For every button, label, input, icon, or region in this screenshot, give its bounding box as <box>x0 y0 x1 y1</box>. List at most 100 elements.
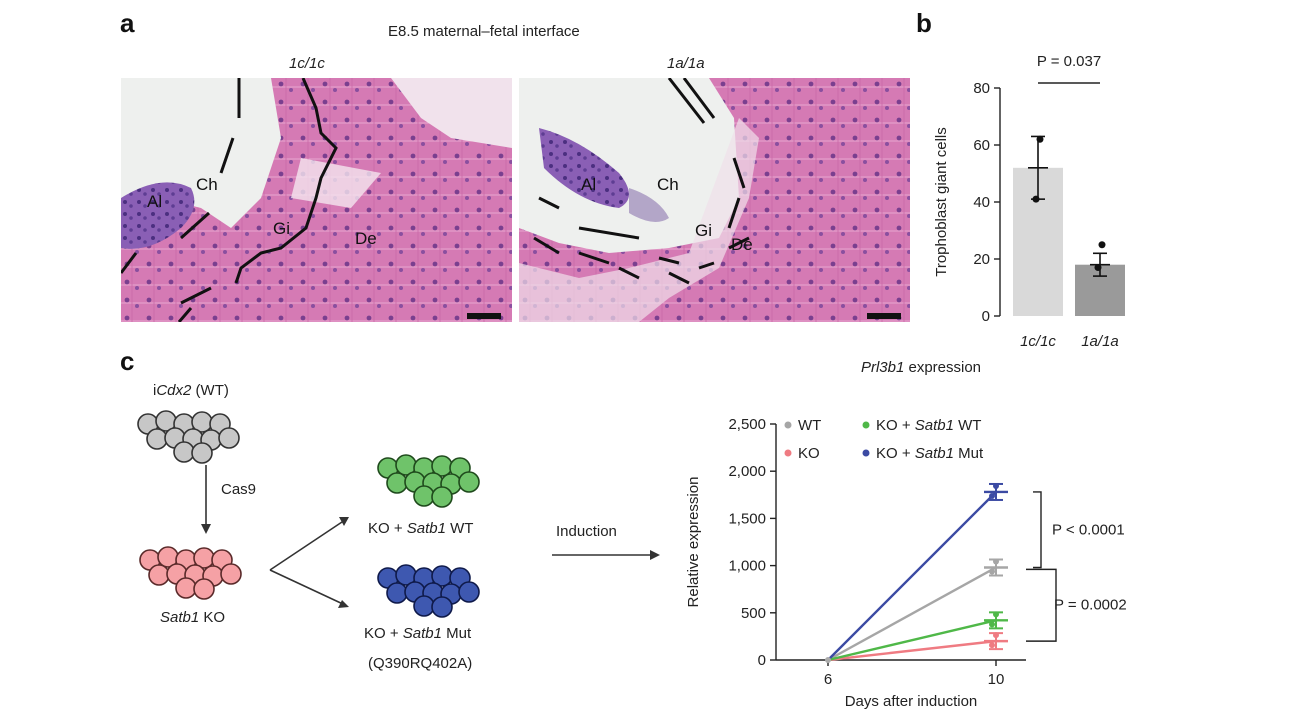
c-series-line <box>827 639 997 662</box>
c-legend-name: KO <box>798 445 820 462</box>
wt-cells-label: iCdx2 (WT) <box>153 382 229 399</box>
cell <box>458 471 480 493</box>
svg-text:Gi: Gi <box>273 219 290 238</box>
cell <box>173 441 195 463</box>
rescue-wt-gene: Satb1 <box>406 520 446 537</box>
c-pvalue-1: P < 0.0001 <box>1052 522 1125 539</box>
b-pvalue: P = 0.037 <box>1037 53 1101 70</box>
cell-schematic <box>137 410 660 618</box>
panel-b-letter: b <box>916 8 932 38</box>
panel-a-letter: a <box>120 8 135 38</box>
rescue-mut-prefix: KO + <box>364 625 403 642</box>
cell <box>220 563 242 585</box>
c-xtick-label: 6 <box>824 671 832 688</box>
cas9-label: Cas9 <box>221 481 257 498</box>
cell <box>191 442 213 464</box>
svg-text:De: De <box>355 229 377 248</box>
rescue-mut-suffix: Mut <box>441 625 472 642</box>
c-ytick-label: 1,500 <box>728 510 766 527</box>
rescue-wt-suffix: WT <box>445 520 474 537</box>
c-ytick-label: 1,000 <box>728 558 766 575</box>
b-ytick-label: 0 <box>982 308 990 325</box>
b-ytick-label: 40 <box>973 194 990 211</box>
cell <box>431 486 453 508</box>
rescue-mut-gene: Satb1 <box>402 625 442 642</box>
cluster-wt <box>137 410 240 464</box>
cell <box>146 428 168 450</box>
c-series-line <box>827 619 997 662</box>
b-ylabel: Trophoblast giant cells <box>933 127 950 277</box>
svg-text:Ch: Ch <box>196 175 218 194</box>
cell <box>413 595 435 617</box>
b-point <box>1098 241 1106 249</box>
c-xtick-label: 10 <box>988 671 1005 688</box>
svg-text:Al: Al <box>147 192 162 211</box>
c-title-gene: Prl3b1 <box>861 359 904 376</box>
b-xtick-label: 1a/1a <box>1081 333 1119 350</box>
c-legend-marker <box>862 421 870 429</box>
wt-label-suffix: (WT) <box>191 382 229 399</box>
svg-text:Gi: Gi <box>695 221 712 240</box>
chart-trophoblast-giant-cells: 0 20 40 60 80 Trophoblast giant cells 1c/1c 1a/… <box>933 53 1125 350</box>
c-bracket-2 <box>1026 568 1057 642</box>
c-ytick-label: 0 <box>758 652 766 669</box>
panel-c-letter: c <box>120 346 135 376</box>
c-legend-marker <box>862 449 870 457</box>
cluster-rescue-wt <box>377 454 480 508</box>
c-point <box>993 611 999 618</box>
cell <box>148 564 170 586</box>
c-ytick-label: 2,000 <box>728 463 766 480</box>
b-point <box>1094 264 1102 272</box>
wt-label-prefix: i <box>153 382 157 399</box>
c-legend-prefix: KO + <box>876 445 915 462</box>
micrograph-1c-1c: Al Ch Gi De <box>121 78 512 322</box>
c-legend-label: KO <box>798 445 820 462</box>
rescue-wt-prefix: KO + <box>368 520 407 537</box>
rescue-mut-detail: (Q390RQ402A) <box>368 655 473 672</box>
panel-a-title: E8.5 maternal–fetal interface <box>388 23 580 40</box>
c-legend-gene: Satb1 <box>915 417 954 434</box>
wt-label-gene: Cdx2 <box>156 382 192 399</box>
cell <box>386 582 408 604</box>
cell <box>175 577 197 599</box>
svg-text:De: De <box>731 235 753 254</box>
rescue-wt-label: KO + Satb1 WT <box>368 520 473 537</box>
cell <box>458 581 480 603</box>
cluster-rescue-mut <box>377 564 480 618</box>
c-title: Prl3b1 expression <box>861 359 981 376</box>
c-point <box>989 642 995 649</box>
c-legend-marker <box>784 421 792 429</box>
c-legend-suffix: WT <box>954 417 982 434</box>
b-xtick-label: 1c/1c <box>1020 333 1056 350</box>
c-point <box>993 558 999 565</box>
b-ytick-label: 60 <box>973 137 990 154</box>
c-point <box>993 482 999 489</box>
c-legend-marker <box>784 449 792 457</box>
c-legend-gene: Satb1 <box>915 445 954 462</box>
c-point <box>989 621 995 628</box>
c-ylabel: Relative expression <box>685 477 702 608</box>
cell <box>193 578 215 600</box>
c-legend-suffix: Mut <box>954 445 984 462</box>
cluster-ko <box>139 546 242 600</box>
c-point <box>989 492 995 499</box>
b-ytick-label: 20 <box>973 251 990 268</box>
cell <box>413 485 435 507</box>
ko-cells-label: Satb1 KO <box>160 609 225 626</box>
c-legend-label: WT <box>798 417 821 434</box>
ko-label-gene: Satb1 <box>160 609 200 626</box>
c-legend-label: KO + Satb1 Mut <box>876 445 984 462</box>
c-title-suffix: expression <box>904 359 981 376</box>
b-point <box>1036 135 1044 143</box>
ko-label-suffix: KO <box>199 609 226 626</box>
b-point <box>1032 195 1040 203</box>
svg-text:Ch: Ch <box>657 175 679 194</box>
c-bracket-1 <box>1033 491 1042 569</box>
c-series-line <box>827 566 997 662</box>
c-series-line <box>827 491 997 661</box>
c-xlabel: Days after induction <box>845 693 978 710</box>
panel-a-left-genotype: 1c/1c <box>289 55 325 72</box>
panel-a-right-genotype: 1a/1a <box>667 55 705 72</box>
c-legend-label: KO + Satb1 WT <box>876 417 981 434</box>
cell <box>386 472 408 494</box>
